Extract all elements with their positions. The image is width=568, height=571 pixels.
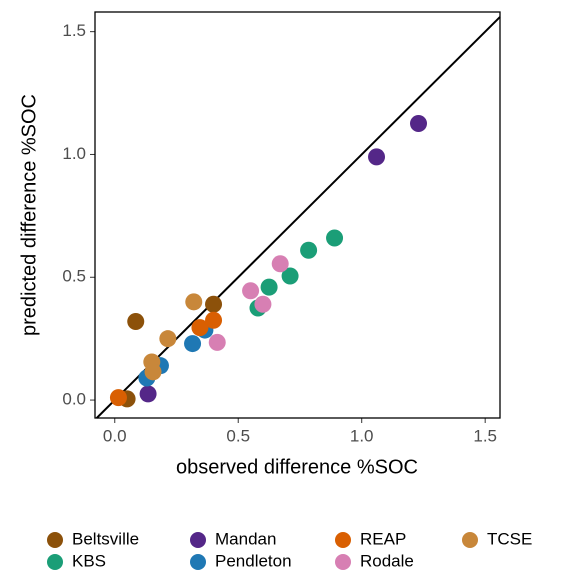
legend-label: TCSE bbox=[487, 529, 532, 548]
point bbox=[159, 330, 177, 348]
x-axis-label: observed difference %SOC bbox=[176, 456, 418, 478]
x-tick-label: 0.0 bbox=[103, 426, 127, 445]
y-tick-label: 0.5 bbox=[62, 267, 86, 286]
point bbox=[368, 148, 386, 166]
point bbox=[139, 385, 157, 403]
y-tick-label: 1.5 bbox=[62, 21, 86, 40]
point bbox=[242, 282, 260, 300]
legend-marker bbox=[462, 532, 478, 548]
y-axis-label: predicted difference %SOC bbox=[18, 94, 40, 336]
point bbox=[254, 295, 272, 313]
legend-label: Mandan bbox=[215, 529, 276, 548]
y-tick-label: 0.0 bbox=[62, 390, 86, 409]
point bbox=[410, 115, 428, 133]
point bbox=[260, 278, 278, 296]
plot-frame bbox=[94, 11, 501, 419]
legend-marker bbox=[335, 554, 351, 570]
x-tick-label: 1.5 bbox=[473, 426, 497, 445]
point bbox=[144, 363, 162, 381]
legend-marker bbox=[47, 554, 63, 570]
point bbox=[205, 311, 223, 329]
point bbox=[184, 335, 202, 353]
legend-label: KBS bbox=[72, 551, 106, 570]
x-tick-label: 0.5 bbox=[226, 426, 250, 445]
point bbox=[191, 319, 209, 337]
point bbox=[127, 312, 145, 330]
point bbox=[208, 333, 226, 351]
y-tick-label: 1.0 bbox=[62, 144, 86, 163]
identity-line bbox=[96, 16, 501, 419]
point bbox=[185, 293, 203, 311]
legend-marker bbox=[190, 532, 206, 548]
legend-marker bbox=[190, 554, 206, 570]
legend-marker bbox=[47, 532, 63, 548]
point bbox=[300, 241, 318, 259]
legend-marker bbox=[335, 532, 351, 548]
x-tick-label: 1.0 bbox=[350, 426, 374, 445]
point bbox=[109, 389, 127, 407]
point bbox=[205, 295, 223, 313]
legend-label: Beltsville bbox=[72, 529, 139, 548]
legend-label: Pendleton bbox=[215, 551, 292, 570]
point bbox=[271, 255, 289, 273]
point bbox=[281, 267, 299, 285]
legend-label: REAP bbox=[360, 529, 406, 548]
legend-label: Rodale bbox=[360, 551, 414, 570]
point bbox=[326, 229, 344, 247]
